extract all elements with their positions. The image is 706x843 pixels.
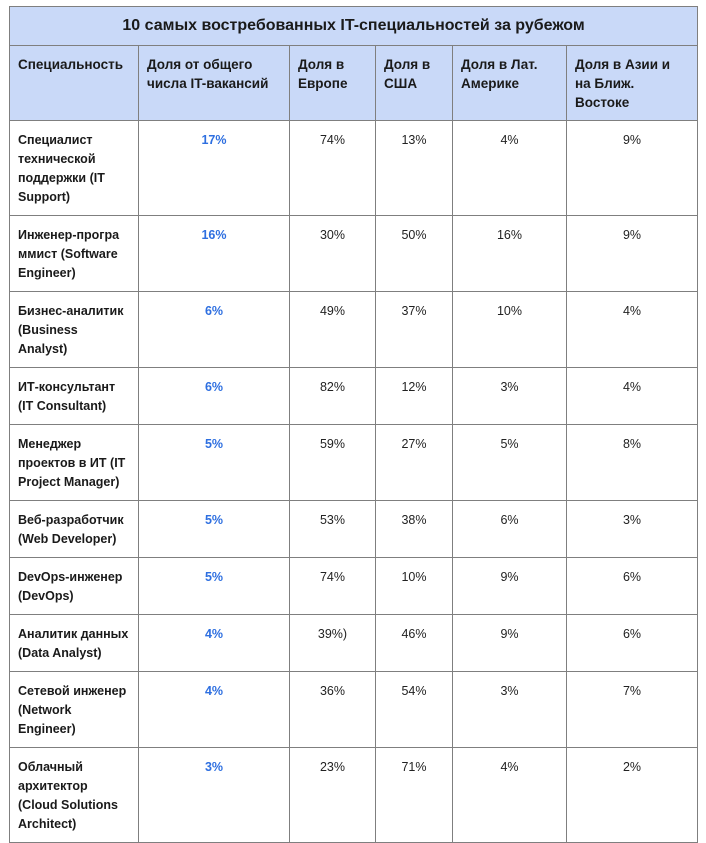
table-row: DevOps-инженер (DevOps) 5% 74% 10% 9% 6%	[9, 557, 699, 615]
usa-share-cell: 71%	[375, 747, 453, 843]
specialty-cell: Облачный архитектор (Cloud Solutions Arc…	[9, 747, 139, 843]
europe-share-cell: 36%	[289, 671, 376, 748]
asia-share-cell: 6%	[565, 557, 699, 615]
table-row: Бизнес-аналитик (Business Analyst) 6% 49% 3…	[9, 291, 699, 368]
asia-share-cell: 9%	[565, 215, 699, 292]
column-header: Доля в Европе	[289, 45, 376, 121]
europe-share-cell: 39%)	[289, 614, 376, 672]
usa-share-cell: 10%	[375, 557, 453, 615]
europe-share-cell: 59%	[289, 424, 376, 501]
europe-share-cell: 23%	[289, 747, 376, 843]
latam-share-cell: 10%	[452, 291, 567, 368]
specialty-cell: Инженер-програ ммист (Software Engineer)	[9, 215, 139, 292]
usa-share-cell: 12%	[375, 367, 453, 425]
asia-share-cell: 7%	[565, 671, 699, 748]
latam-share-cell: 9%	[452, 557, 567, 615]
latam-share-cell: 3%	[452, 671, 567, 748]
europe-share-cell: 74%	[289, 557, 376, 615]
asia-share-cell: 9%	[565, 120, 699, 216]
asia-share-cell: 3%	[565, 500, 699, 558]
specialty-cell: Веб-разработчик (Web Developer)	[9, 500, 139, 558]
total-share-cell: 5%	[138, 424, 290, 501]
asia-share-cell: 4%	[565, 291, 699, 368]
column-header: Доля в Лат. Америке	[452, 45, 567, 121]
table-row: Сетевой инженер (Network Engineer) 4% 36% 5…	[9, 671, 699, 748]
asia-share-cell: 6%	[565, 614, 699, 672]
total-share-cell: 17%	[138, 120, 290, 216]
column-header: Доля в Азии и на Ближ. Востоке	[565, 45, 699, 121]
europe-share-cell: 82%	[289, 367, 376, 425]
table-container: 10 самых востребованных IT-специальносте…	[8, 6, 699, 843]
asia-share-cell: 4%	[565, 367, 699, 425]
specialty-cell: Менеджер проектов в ИТ (IT Project Manag…	[9, 424, 139, 501]
table-row: Веб-разработчик (Web Developer) 5% 53% 38% 6…	[9, 500, 699, 558]
specialty-cell: Специалист технической поддержки (IT Sup…	[9, 120, 139, 216]
total-share-cell: 5%	[138, 500, 290, 558]
specialty-cell: DevOps-инженер (DevOps)	[9, 557, 139, 615]
europe-share-cell: 49%	[289, 291, 376, 368]
europe-share-cell: 74%	[289, 120, 376, 216]
total-share-cell: 5%	[138, 557, 290, 615]
asia-share-cell: 8%	[565, 424, 699, 501]
asia-share-cell: 2%	[565, 747, 699, 843]
total-share-cell: 3%	[138, 747, 290, 843]
latam-share-cell: 5%	[452, 424, 567, 501]
column-header: Специальность	[9, 45, 139, 121]
europe-share-cell: 53%	[289, 500, 376, 558]
table-row: Менеджер проектов в ИТ (IT Project Manag…	[9, 424, 699, 501]
data-table: 10 самых востребованных IT-специальносте…	[8, 6, 699, 843]
total-share-cell: 4%	[138, 614, 290, 672]
column-header: Доля в США	[375, 45, 453, 121]
specialty-cell: Аналитик данных (Data Analyst)	[9, 614, 139, 672]
latam-share-cell: 9%	[452, 614, 567, 672]
total-share-cell: 6%	[138, 367, 290, 425]
specialty-cell: Сетевой инженер (Network Engineer)	[9, 671, 139, 748]
usa-share-cell: 54%	[375, 671, 453, 748]
usa-share-cell: 46%	[375, 614, 453, 672]
table-row: Аналитик данных (Data Analyst) 4% 39%) 46% 9…	[9, 614, 699, 672]
total-share-cell: 16%	[138, 215, 290, 292]
latam-share-cell: 4%	[452, 747, 567, 843]
latam-share-cell: 4%	[452, 120, 567, 216]
specialty-cell: Бизнес-аналитик (Business Analyst)	[9, 291, 139, 368]
europe-share-cell: 30%	[289, 215, 376, 292]
total-share-cell: 6%	[138, 291, 290, 368]
usa-share-cell: 37%	[375, 291, 453, 368]
usa-share-cell: 38%	[375, 500, 453, 558]
usa-share-cell: 13%	[375, 120, 453, 216]
table-row: Облачный архитектор (Cloud Solutions Arc…	[9, 747, 699, 843]
specialty-cell: ИТ-консультант (IT Consultant)	[9, 367, 139, 425]
table-row: Специалист технической поддержки (IT Sup…	[9, 120, 699, 216]
latam-share-cell: 16%	[452, 215, 567, 292]
table-row: Инженер-програ ммист (Software Engineer)…	[9, 215, 699, 292]
usa-share-cell: 50%	[375, 215, 453, 292]
usa-share-cell: 27%	[375, 424, 453, 501]
total-share-cell: 4%	[138, 671, 290, 748]
table-title: 10 самых востребованных IT-специальносте…	[8, 6, 699, 46]
header-row: Специальность Доля от общего числа IT-ва…	[9, 45, 699, 121]
latam-share-cell: 6%	[452, 500, 567, 558]
column-header: Доля от общего числа IT-вакансий	[138, 45, 290, 121]
table-row: ИТ-консультант (IT Consultant) 6% 82% 12% 3%…	[9, 367, 699, 425]
latam-share-cell: 3%	[452, 367, 567, 425]
